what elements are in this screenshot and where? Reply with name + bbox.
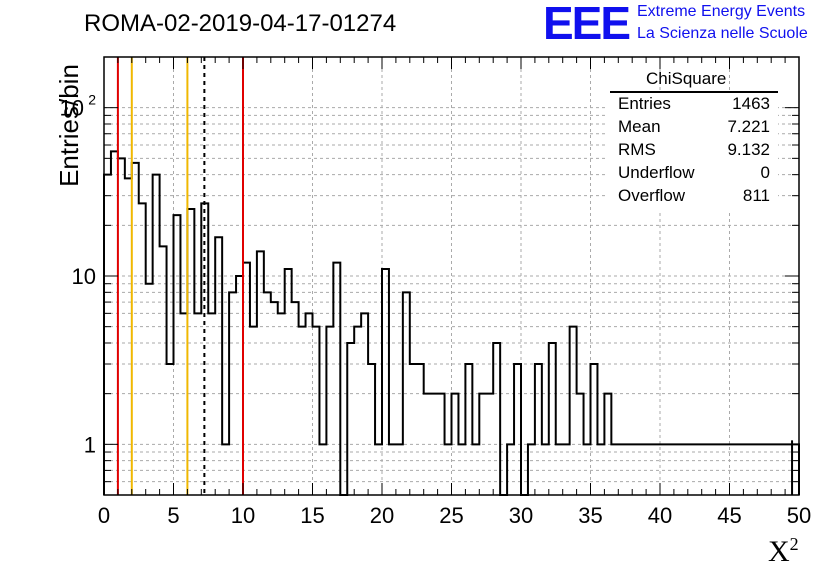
eee-tagline-2: La Scienza nelle Scuole (637, 25, 808, 42)
eee-logo: EEE (543, 0, 631, 49)
y-axis-label: Entries/bin (53, 64, 84, 187)
y-tick-label: 1 (84, 432, 96, 457)
x-tick-label: 40 (648, 503, 672, 528)
stats-label-overflow: Overflow (618, 186, 686, 205)
eee-tagline-1: Extreme Energy Events (637, 3, 806, 20)
x-tick-label: 30 (509, 503, 533, 528)
stats-value-mean: 7.221 (727, 117, 770, 136)
stats-value-rms: 9.132 (727, 140, 770, 159)
x-tick-label: 25 (439, 503, 463, 528)
stats-label-entries: Entries (618, 94, 671, 113)
x-tick-label: 35 (578, 503, 602, 528)
stats-value-underflow: 0 (760, 163, 770, 182)
stats-label-rms: RMS (618, 140, 656, 159)
chart-title: ROMA-02-2019-04-17-01274 (84, 10, 397, 37)
stats-label-mean: Mean (618, 117, 661, 136)
x-tick-label: 45 (717, 503, 741, 528)
x-tick-label: 15 (300, 503, 324, 528)
stats-title: ChiSquare (646, 69, 727, 88)
x-tick-label: 50 (787, 503, 811, 528)
stats-box (608, 92, 778, 212)
histogram-series (103, 150, 800, 496)
y-tick-label: 10 (60, 96, 84, 121)
y-tick-label-exponent: 2 (88, 92, 96, 108)
stats-label-underflow: Underflow (618, 163, 695, 182)
x-tick-label: 5 (167, 503, 179, 528)
x-tick-label: 0 (98, 503, 110, 528)
x-tick-label: 10 (231, 503, 255, 528)
y-tick-label: 10 (72, 264, 96, 289)
stats-value-overflow: 811 (742, 186, 770, 205)
x-axis-label: X2 (768, 534, 799, 568)
stats-value-entries: 1463 (732, 94, 770, 113)
x-tick-label: 20 (370, 503, 394, 528)
